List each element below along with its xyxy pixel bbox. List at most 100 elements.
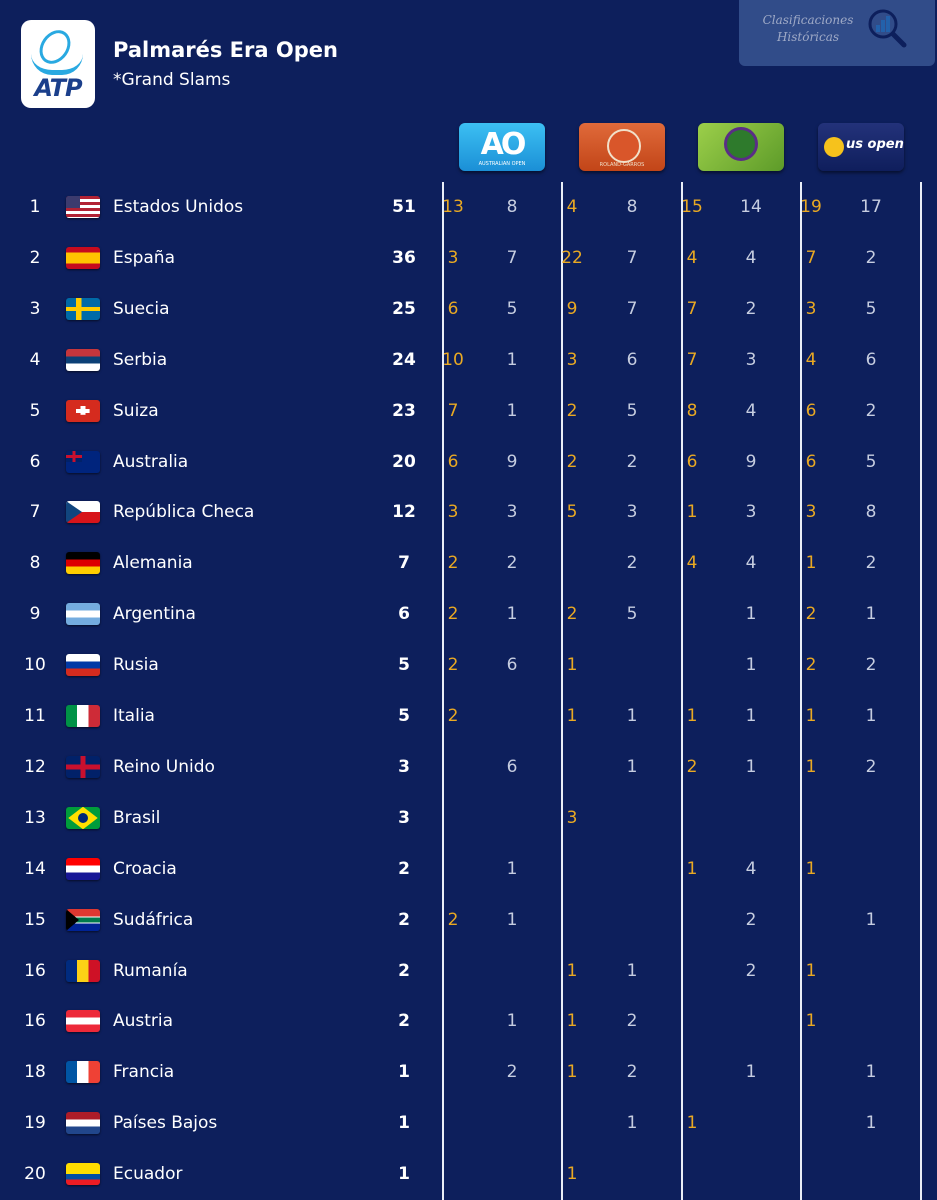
titles-won-cell: 4 — [566, 197, 578, 217]
total-titles: 3 — [398, 756, 410, 777]
country-name: Serbia — [113, 349, 168, 370]
total-titles: 1 — [398, 1164, 410, 1185]
finals-lost-cell: 2 — [865, 400, 877, 421]
rank: 12 — [24, 756, 46, 777]
finals-lost-cell: 2 — [626, 553, 638, 574]
rank: 2 — [29, 247, 41, 268]
finals-lost-cell: 9 — [506, 451, 518, 472]
rank: 4 — [29, 349, 41, 370]
titles-won-cell: 1 — [805, 756, 817, 777]
table-row: 16 Rumanía 2 1 1 2 1 — [0, 946, 937, 997]
titles-won-cell: 2 — [686, 756, 698, 777]
country-name: Alemania — [113, 553, 193, 574]
flag-us-icon — [66, 196, 100, 218]
total-titles: 3 — [398, 807, 410, 828]
finals-lost-cell: 8 — [865, 502, 877, 523]
finals-lost-cell: 8 — [626, 197, 638, 217]
table-row: 5 Suiza 23 7 1 2 5 8 4 6 2 — [0, 386, 937, 437]
finals-lost-cell: 4 — [745, 553, 757, 574]
country-name: Reino Unido — [113, 756, 215, 777]
titles-won-cell: 1 — [566, 960, 578, 981]
table-row: 2 España 36 3 7 22 7 4 4 7 2 — [0, 233, 937, 284]
rank: 16 — [24, 960, 46, 981]
titles-won-cell: 2 — [566, 400, 578, 421]
finals-lost-cell: 1 — [865, 1062, 877, 1083]
titles-won-cell: 1 — [805, 858, 817, 879]
rank: 15 — [24, 909, 46, 930]
rank: 3 — [29, 298, 41, 319]
tennis-ball-icon — [824, 137, 844, 157]
finals-lost-cell: 1 — [745, 756, 757, 777]
rank: 8 — [29, 553, 41, 574]
finals-lost-cell: 2 — [745, 960, 757, 981]
flag-at-icon — [66, 1010, 100, 1033]
flag-it-icon — [66, 705, 100, 727]
table-row: 13 Brasil 3 3 — [0, 793, 937, 844]
country-name: República Checa — [113, 502, 255, 523]
country-name: Sudáfrica — [113, 909, 194, 930]
titles-won-cell: 6 — [805, 400, 817, 421]
column-divider — [681, 182, 683, 1200]
finals-lost-cell: 1 — [626, 1113, 638, 1134]
titles-won-cell: 10 — [442, 349, 464, 370]
uo-logo-text: us open — [846, 137, 904, 152]
titles-won-cell: 3 — [566, 349, 578, 370]
table-row: 11 Italia 5 2 1 1 1 1 1 1 — [0, 691, 937, 742]
titles-won-cell: 1 — [805, 553, 817, 574]
titles-won-cell: 1 — [566, 655, 578, 676]
titles-won-cell: 4 — [686, 247, 698, 268]
rank: 13 — [24, 807, 46, 828]
flag-fr-icon — [66, 1061, 100, 1084]
finals-lost-cell: 1 — [865, 706, 877, 726]
ao-logo-text: AO — [480, 127, 527, 162]
clasificaciones-historicas-badge[interactable]: Clasificaciones Históricas — [739, 0, 935, 66]
finals-lost-cell: 1 — [745, 604, 757, 625]
titles-won-cell: 2 — [447, 706, 459, 726]
roland-garros-logo: ROLAND-GARROS — [579, 123, 665, 171]
finals-lost-cell: 1 — [506, 909, 518, 930]
titles-won-cell: 1 — [805, 706, 817, 726]
player-icon — [31, 54, 83, 75]
badge-text: Clasificaciones Históricas — [753, 12, 863, 46]
atp-logo-text: ATP — [34, 74, 82, 102]
titles-won-cell: 3 — [805, 502, 817, 523]
country-name: España — [113, 247, 175, 268]
finals-lost-cell: 5 — [506, 298, 518, 319]
finals-lost-cell: 2 — [865, 247, 877, 268]
wimbledon-logo — [698, 123, 784, 171]
total-titles: 2 — [398, 960, 410, 981]
country-name: Suecia — [113, 298, 170, 319]
titles-won-cell: 2 — [447, 553, 459, 574]
titles-won-cell: 2 — [566, 451, 578, 472]
total-titles: 2 — [398, 858, 410, 879]
total-titles: 6 — [398, 604, 410, 625]
titles-won-cell: 2 — [566, 604, 578, 625]
titles-won-cell: 1 — [686, 858, 698, 879]
finals-lost-cell: 1 — [506, 858, 518, 879]
finals-lost-cell: 4 — [745, 247, 757, 268]
total-titles: 2 — [398, 909, 410, 930]
finals-lost-cell: 6 — [626, 349, 638, 370]
total-titles: 36 — [392, 247, 416, 268]
titles-won-cell: 13 — [442, 197, 464, 217]
titles-won-cell: 19 — [800, 197, 822, 217]
finals-lost-cell: 1 — [506, 1011, 518, 1032]
titles-won-cell: 2 — [447, 604, 459, 625]
total-titles: 25 — [392, 298, 416, 319]
total-titles: 20 — [392, 451, 416, 472]
finals-lost-cell: 5 — [626, 604, 638, 625]
finals-lost-cell: 4 — [745, 400, 757, 421]
titles-won-cell: 6 — [447, 298, 459, 319]
finals-lost-cell: 2 — [506, 553, 518, 574]
titles-won-cell: 2 — [805, 604, 817, 625]
titles-won-cell: 7 — [686, 349, 698, 370]
rank: 18 — [24, 1062, 46, 1083]
finals-lost-cell: 14 — [740, 197, 762, 217]
page-subtitle: *Grand Slams — [113, 70, 231, 90]
finals-lost-cell: 1 — [865, 1113, 877, 1134]
flag-se-icon — [66, 297, 100, 320]
titles-won-cell: 5 — [566, 502, 578, 523]
flag-ec-icon — [66, 1163, 100, 1186]
flag-gb-icon — [66, 755, 100, 778]
titles-won-cell: 4 — [686, 553, 698, 574]
